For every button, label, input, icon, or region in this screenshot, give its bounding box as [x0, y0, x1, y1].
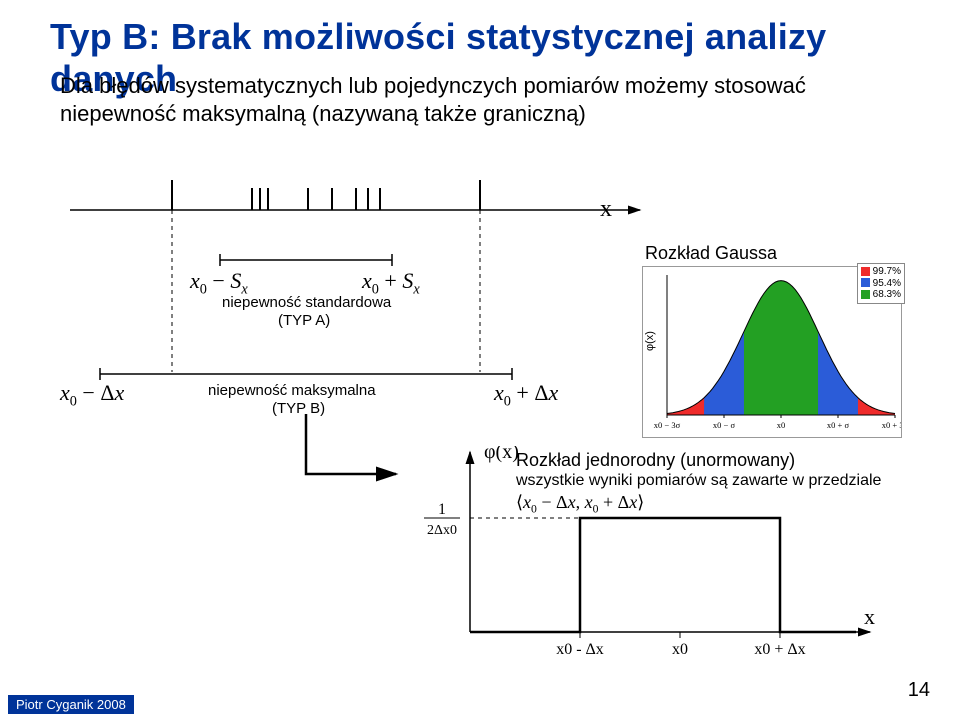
svg-text:x0 + σ: x0 + σ	[827, 420, 850, 430]
std-caption-2: (TYP A)	[278, 312, 330, 329]
gauss-legend-item: 99.7%	[861, 266, 901, 278]
uniform-caption-2: wszystkie wyniki pomiarów są zawarte w p…	[516, 472, 881, 490]
page-number: 14	[908, 679, 930, 702]
std-caption-1: niepewność standardowa	[222, 294, 391, 311]
svg-text:φ(x): φ(x)	[484, 446, 519, 463]
svg-text:x0: x0	[777, 420, 786, 430]
max-right-formula: x0 + Δx	[494, 380, 558, 410]
svg-text:x0: x0	[672, 641, 688, 658]
gauss-thumbnail: φ(x) x0 − 3σ x0 − σ x0 x0 + σ x0 + 3σ 99.7%95…	[642, 266, 902, 438]
svg-text:x0 − 3σ: x0 − 3σ	[654, 420, 681, 430]
gauss-label: Rozkład Gaussa	[645, 243, 777, 264]
svg-text:2Δx0: 2Δx0	[427, 523, 457, 538]
uniform-interval: ⟨x0 − Δx, x0 + Δx⟩	[516, 492, 644, 516]
max-caption-2: (TYP B)	[272, 400, 325, 417]
max-caption-1: niepewność maksymalna	[208, 382, 376, 399]
gauss-legend: 99.7%95.4%68.3%	[857, 263, 905, 304]
gauss-legend-item: 68.3%	[861, 289, 901, 301]
x-axis-label: x	[600, 196, 612, 223]
svg-text:x0 - Δx: x0 - Δx	[556, 641, 604, 658]
svg-text:x0 + 3σ: x0 + 3σ	[882, 420, 901, 430]
svg-text:φ(x): φ(x)	[644, 331, 656, 351]
scale-diagram	[0, 0, 700, 500]
svg-text:x: x	[864, 604, 875, 629]
gauss-legend-item: 95.4%	[861, 278, 901, 290]
footer-author: Piotr Cyganik 2008	[8, 695, 134, 714]
uniform-caption-1: Rozkład jednorodny (unormowany)	[516, 450, 795, 471]
svg-text:1: 1	[438, 501, 446, 518]
svg-text:x0 − σ: x0 − σ	[713, 420, 736, 430]
svg-text:x0 + Δx: x0 + Δx	[754, 641, 805, 658]
max-left-formula: x0 − Δx	[60, 380, 124, 410]
